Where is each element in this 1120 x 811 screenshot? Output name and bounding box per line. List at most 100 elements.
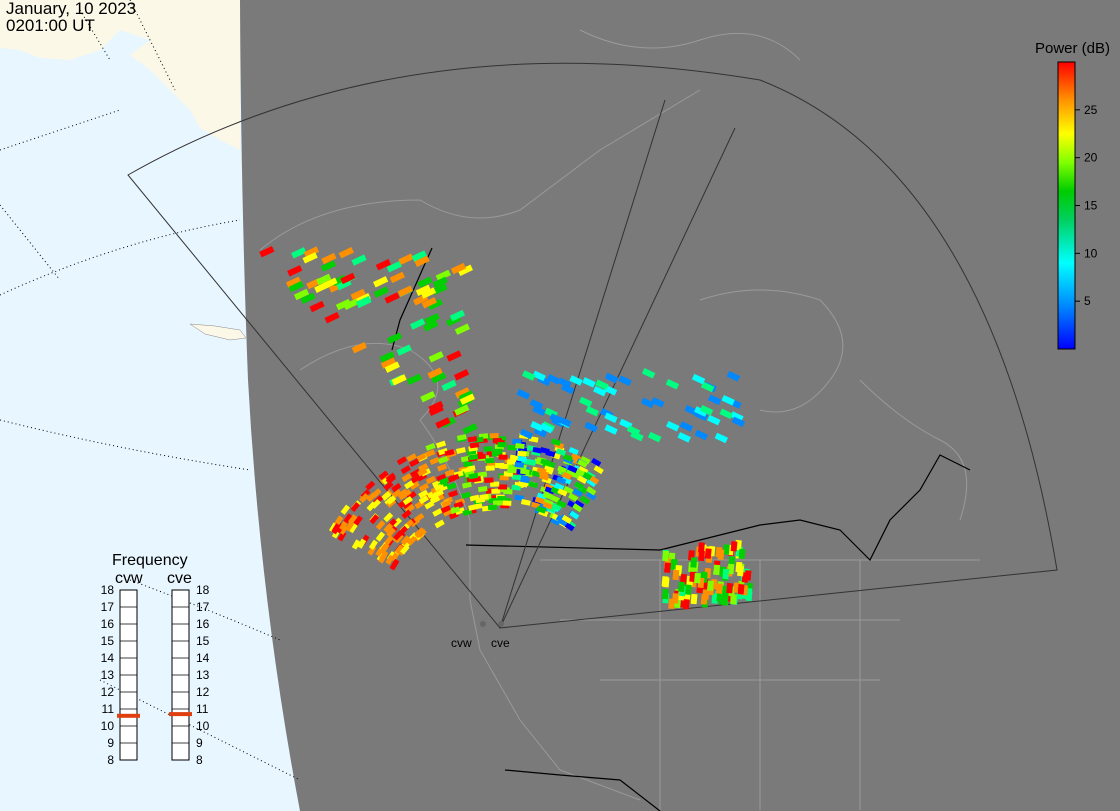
echo-cell <box>418 463 429 472</box>
echo-cell <box>715 583 723 594</box>
echo-cell <box>591 457 602 467</box>
echo-cell <box>722 568 730 580</box>
echo-cell <box>485 465 495 471</box>
echo-cell <box>293 288 310 301</box>
echo-cell <box>421 297 437 309</box>
echo-cell <box>309 300 325 313</box>
echo-cell <box>672 569 680 581</box>
echo-cell <box>449 473 460 482</box>
frequency-scale-label-right: 14 <box>196 651 210 665</box>
echo-cell <box>437 463 448 472</box>
echo-cell <box>381 491 392 501</box>
echo-cell <box>397 285 413 297</box>
echo-cell <box>322 277 338 289</box>
colorbar-title: Power (dB) <box>1034 40 1110 57</box>
echo-cell <box>291 247 307 259</box>
echo-cell <box>386 495 397 506</box>
radar-sites: cvw cve <box>451 621 510 650</box>
echo-cell <box>404 480 415 490</box>
echo-cell <box>538 503 549 512</box>
frequency-scale-label-right: 16 <box>196 617 210 631</box>
echo-cell <box>521 370 536 381</box>
echo-cell <box>375 259 391 271</box>
echo-cell <box>417 467 428 477</box>
radar-site-cvw <box>480 621 486 627</box>
echo-cell <box>401 509 412 520</box>
colorbar-tick-label: 25 <box>1084 103 1098 117</box>
echo-cell <box>429 495 441 505</box>
echo-cell <box>285 276 302 288</box>
frequency-scale-label-right: 17 <box>196 600 210 614</box>
echo-cell <box>721 394 735 406</box>
echo-cell <box>586 478 597 488</box>
echo-cell <box>532 405 546 416</box>
echo-cell <box>477 471 488 478</box>
echo-cell <box>462 423 478 435</box>
fov-outline <box>127 62 1058 629</box>
aleutian-island <box>189 323 247 341</box>
echo-cell <box>409 318 426 330</box>
echo-cell <box>383 512 394 523</box>
echo-cell <box>380 357 397 369</box>
echo-cell <box>432 276 448 288</box>
echo-cell <box>568 446 579 456</box>
echo-cell <box>585 405 599 417</box>
echo-cell <box>554 482 565 491</box>
echo-cell <box>416 452 427 462</box>
echo-cell <box>498 454 508 460</box>
echo-cell <box>414 255 430 267</box>
echo-cell <box>567 464 578 474</box>
echo-cell <box>400 465 411 475</box>
echo-cell <box>340 504 351 515</box>
echo-cell <box>340 272 356 285</box>
echo-cell <box>440 505 451 514</box>
echo-cell <box>437 447 449 456</box>
echo-cell <box>383 481 394 491</box>
echo-cell <box>717 549 725 560</box>
frequency-marker-cve <box>169 712 192 717</box>
echo-cell <box>517 481 528 488</box>
echo-cell <box>338 247 354 259</box>
echo-cell <box>351 342 367 354</box>
echo-cell <box>429 456 440 465</box>
echo-cell <box>424 313 440 325</box>
echo-cell <box>666 420 680 432</box>
echo-cell <box>498 484 508 490</box>
frequency-scale-label-right: 8 <box>196 753 203 767</box>
echo-cell <box>396 344 412 356</box>
echo-cell <box>375 520 386 531</box>
echo-cell <box>490 481 500 487</box>
echo-cell <box>384 292 400 304</box>
echo-cell <box>455 447 466 454</box>
echo-cell <box>534 496 545 505</box>
echo-cell <box>302 252 318 264</box>
echo-cell <box>682 599 690 610</box>
echo-cell <box>699 405 714 416</box>
echo-cell <box>698 542 705 553</box>
echo-cell <box>425 475 437 485</box>
echo-cell <box>485 457 495 464</box>
echo-cell <box>556 499 567 509</box>
echo-cell <box>677 432 691 443</box>
echo-cell <box>303 246 320 258</box>
echo-cell <box>401 489 412 499</box>
echo-cell <box>550 438 562 446</box>
echo-cell <box>561 476 572 485</box>
echo-cell <box>475 496 485 504</box>
echo-cell <box>288 280 304 293</box>
echo-cell <box>489 433 499 439</box>
echo-cell <box>425 443 436 451</box>
echo-cell <box>626 425 641 436</box>
echo-cell <box>707 394 722 406</box>
echo-cell <box>386 527 396 538</box>
echo-cell <box>577 459 588 468</box>
echo-cell <box>337 531 347 542</box>
echo-cell <box>528 481 539 489</box>
echo-cell <box>532 446 543 454</box>
echo-cell <box>438 456 449 464</box>
echo-cell <box>368 539 378 550</box>
echo-cell <box>344 521 355 532</box>
echo-cell <box>694 429 709 441</box>
echo-cell <box>492 500 503 506</box>
echo-cell <box>351 254 367 266</box>
